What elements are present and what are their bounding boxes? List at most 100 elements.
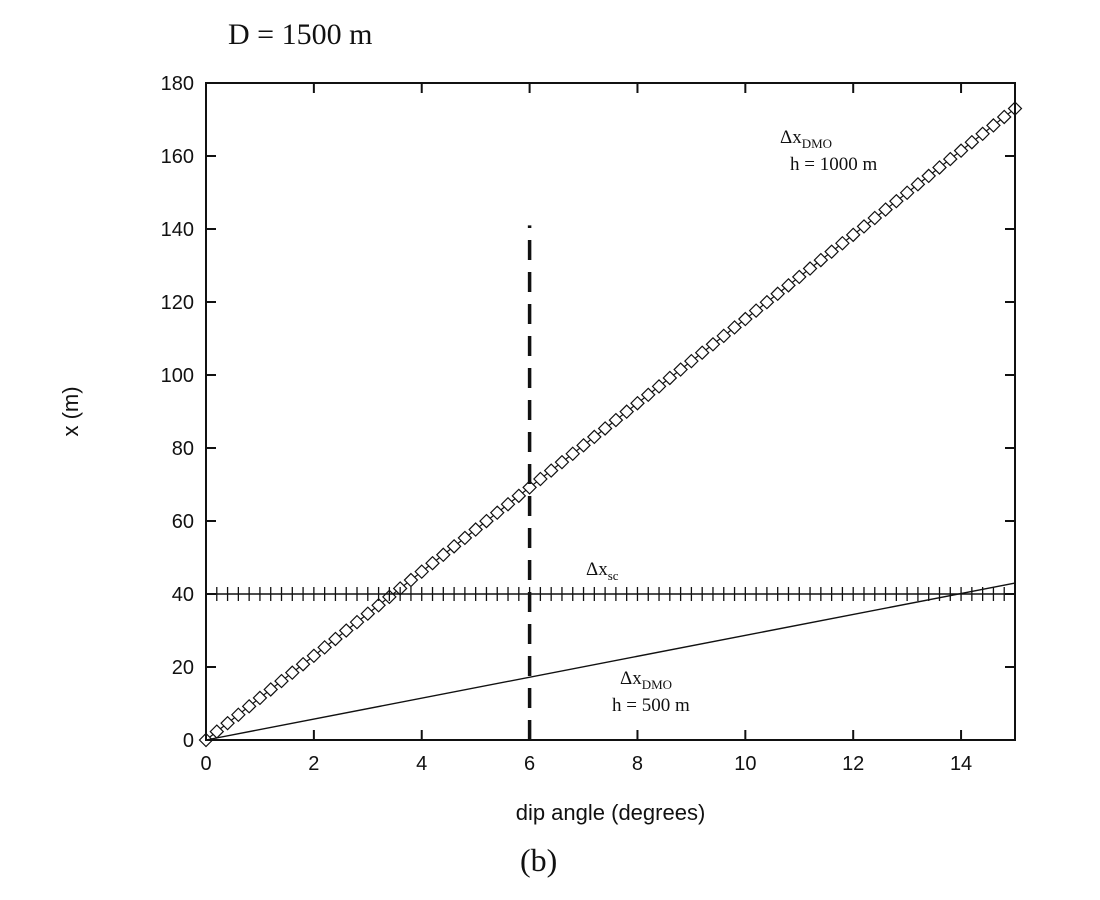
series-h1000-point: [338, 623, 354, 638]
y-tick-label: 20: [172, 657, 194, 679]
series-h1000-point: [446, 539, 462, 554]
series-h1000-point: [662, 370, 678, 386]
label-h500-height: h = 500 m: [612, 695, 690, 716]
series-h1000-point: [533, 471, 548, 487]
series-h1000-point: [349, 614, 365, 630]
y-axis-label: x (m): [58, 386, 83, 436]
series-h1000-point: [403, 572, 419, 588]
series-h1000-point: [511, 488, 527, 504]
series-h1000-point: [274, 673, 289, 689]
series-h1000-point: [845, 227, 861, 243]
y-tick-label: 120: [161, 292, 194, 314]
series-h1000-point: [748, 303, 764, 318]
series-h1000-point: [953, 143, 969, 158]
x-axis-label: dip angle (degrees): [516, 800, 706, 825]
series-h1000-point: [781, 278, 796, 293]
y-tick-label: 160: [161, 146, 194, 168]
series-h1000-point: [371, 597, 386, 613]
y-tick-label: 60: [172, 511, 194, 533]
series-h1000-point: [964, 134, 980, 150]
series-h1000-point: [986, 118, 1001, 133]
series-h1000-point: [673, 362, 688, 377]
series-h1000-point: [791, 269, 807, 285]
y-tick-label: 180: [161, 73, 194, 95]
series-h1000-point: [878, 202, 893, 217]
x-tick-label: 6: [524, 753, 535, 775]
series-h1000-point: [457, 530, 473, 546]
series-h1000-point: [684, 353, 699, 369]
x-tick-label: 0: [200, 753, 211, 775]
series-h1000-point: [479, 513, 494, 529]
series-h1000-point: [651, 379, 667, 394]
series-h1000-point: [425, 555, 440, 571]
series-h1000-point: [619, 404, 635, 419]
label-h1000-height: h = 1000 m: [790, 154, 877, 175]
series-h1000-point: [263, 682, 279, 697]
figure-caption: (b): [520, 842, 558, 878]
series-h1000-point: [694, 345, 710, 361]
series-h1000-point: [252, 690, 268, 706]
series-h1000-line: [205, 108, 1016, 741]
series-h1000-point: [921, 168, 937, 184]
series-h1000-point: [522, 480, 537, 495]
label-h500-symbol: ΔxDMO: [620, 668, 672, 692]
series-h1000-point: [737, 311, 753, 327]
series-h1000-point: [209, 724, 225, 739]
series-h1000-point: [716, 328, 732, 344]
plot-frame: [205, 82, 1016, 741]
series-h1000-point: [824, 244, 839, 260]
series-h1000-point: [630, 395, 645, 411]
series-h1000-point: [813, 252, 829, 268]
series-h1000-point: [328, 631, 343, 647]
series-h1000-point: [608, 412, 624, 428]
series-h1000-point: [554, 454, 570, 470]
series-h1000-point: [414, 564, 430, 579]
series-h1000-point: [597, 421, 613, 436]
y-tick-label: 40: [172, 584, 194, 606]
series-h1000-point: [231, 707, 246, 723]
series-h1000-point: [489, 505, 505, 521]
label-h1000-symbol: ΔxDMO: [780, 127, 832, 151]
series-h1000-point: [576, 437, 591, 453]
series-h1000-point: [640, 387, 656, 403]
series-h1000-point: [468, 522, 484, 537]
series-h1000-point: [942, 151, 958, 167]
series-h1000-point: [856, 219, 872, 234]
series-h1000-point: [220, 715, 235, 731]
series-h1000-point: [306, 648, 322, 664]
series-h1000-point: [705, 336, 721, 352]
series-h1000-point: [867, 210, 883, 226]
series-h1000-point: [932, 160, 947, 175]
y-tick-label: 80: [172, 438, 194, 460]
series-h1000-point: [284, 665, 300, 680]
series-h1000-point: [317, 640, 333, 655]
x-tick-label: 2: [308, 753, 319, 775]
x-tick-label: 14: [950, 753, 972, 775]
series-h1000-point: [888, 193, 904, 209]
series-h1000-point: [835, 235, 850, 251]
series-h1000-point: [500, 496, 516, 512]
series-h1000-point: [770, 286, 786, 302]
series-h1000-point: [543, 463, 559, 478]
x-tick-label: 10: [734, 753, 756, 775]
figure-title: D = 1500 m: [228, 18, 373, 51]
series-h1000-point: [241, 698, 257, 714]
series-h500-line: [205, 582, 1016, 741]
series-h1000-point: [565, 446, 581, 462]
y-tick-label: 140: [161, 219, 194, 241]
series-h1000-point: [899, 185, 915, 201]
x-tick-label: 8: [632, 753, 643, 775]
y-tick-label: 100: [161, 365, 194, 387]
series-h1000-point: [975, 126, 990, 142]
series-h1000-point: [759, 294, 775, 310]
series-h1000-point: [295, 656, 311, 672]
label-sc-symbol: Δxsc: [586, 559, 619, 583]
series-h1000-point: [996, 109, 1012, 125]
series-h1000-point: [586, 429, 602, 445]
series-h1000-point: [435, 547, 451, 563]
series-h1000-point: [910, 176, 926, 192]
x-tick-label: 12: [842, 753, 864, 775]
series-h1000-point: [360, 606, 376, 622]
x-tick-label: 4: [416, 753, 427, 775]
